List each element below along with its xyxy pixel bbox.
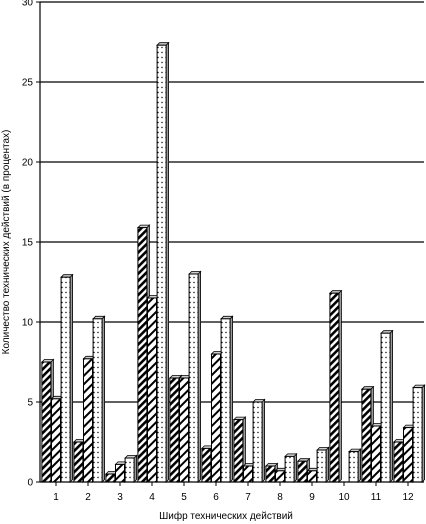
- y-tick-label: 15: [22, 238, 34, 249]
- x-tick-label: 10: [338, 492, 350, 503]
- y-tick-label: 20: [22, 158, 34, 169]
- x-tick-label: 8: [277, 492, 283, 503]
- series-3-bar: [412, 384, 426, 483]
- x-tick-label: 11: [371, 492, 382, 503]
- y-tick-label: 25: [22, 78, 34, 89]
- y-tick-label: 5: [27, 398, 33, 409]
- y-tick-label: 10: [22, 318, 34, 329]
- x-tick-label: 2: [85, 492, 91, 503]
- series-3-bar: [92, 315, 106, 483]
- y-tick-labels: 0 5 10 15 20 25 30: [22, 0, 34, 489]
- series-3-bar: [316, 446, 330, 483]
- series-3-bar: [124, 454, 138, 483]
- series-3-bar: [156, 41, 170, 483]
- series-1-bar: [328, 289, 343, 483]
- bars-layer: [40, 41, 426, 483]
- series-3-bar: [252, 398, 266, 483]
- x-tick-label: 4: [149, 492, 155, 503]
- x-tick-label: 6: [213, 492, 219, 503]
- series-3-bar: [188, 270, 202, 483]
- y-axis-title: Количество технических действий (в проце…: [1, 130, 12, 355]
- x-tick-label: 12: [402, 492, 414, 503]
- series-3-bar: [348, 448, 362, 483]
- series-3-bar: [220, 315, 234, 483]
- series-3-bar: [380, 329, 394, 483]
- axes: [36, 1, 424, 486]
- x-tick-label: 3: [117, 492, 123, 503]
- series-3-bar: [60, 273, 74, 483]
- x-tick-label: 5: [181, 492, 187, 503]
- y-tick-label: 0: [27, 478, 33, 489]
- y-tick-label: 30: [22, 0, 34, 9]
- x-tick-labels: 1 2 3 4 5 6 7 8 9 10 11 12: [53, 492, 414, 503]
- x-tick-label: 1: [53, 492, 59, 503]
- x-tick-label: 7: [245, 492, 251, 503]
- x-axis-title: Шифр технических действий: [159, 510, 293, 522]
- x-tick-label: 9: [309, 492, 315, 503]
- series-3-bar: [284, 452, 298, 483]
